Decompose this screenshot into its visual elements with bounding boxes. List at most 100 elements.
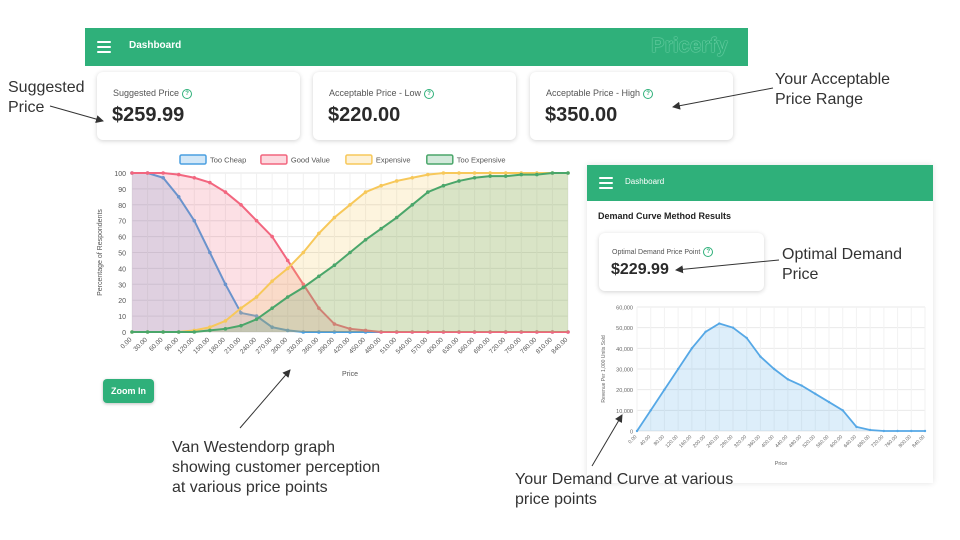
legend-swatch	[345, 154, 373, 165]
data-point	[896, 429, 899, 433]
y-axis-label: Percentage of Respondents	[97, 209, 104, 296]
y-tick-label: 50	[118, 251, 126, 258]
data-point	[130, 171, 134, 175]
data-point	[566, 171, 570, 175]
data-point	[145, 330, 150, 334]
data-point	[394, 215, 399, 220]
brand-logo: Pricerfy	[651, 35, 728, 57]
data-point	[254, 317, 259, 322]
data-point	[394, 330, 399, 334]
series-area	[132, 173, 568, 332]
data-point	[130, 330, 134, 334]
page-title: Dashboard	[129, 40, 182, 51]
help-icon[interactable]: ?	[182, 88, 193, 99]
arrow-suggested	[49, 105, 104, 123]
data-point	[239, 203, 243, 207]
data-point	[348, 330, 352, 334]
card-value: $259.99	[112, 104, 185, 126]
data-point	[394, 179, 399, 183]
annotation-optimal: Optimal Demand Price	[782, 246, 903, 283]
data-point	[301, 282, 306, 287]
data-point	[503, 174, 508, 178]
data-point	[239, 323, 243, 328]
data-point	[759, 355, 762, 358]
data-point	[441, 183, 446, 188]
y-tick-label: 10,000	[616, 409, 633, 415]
legend-swatch	[179, 154, 207, 165]
menu-icon[interactable]	[97, 41, 111, 53]
legend-label: Too Expensive	[457, 156, 506, 165]
help-icon[interactable]: ?	[424, 88, 435, 99]
data-point	[472, 171, 477, 175]
y-tick-label: 60	[118, 235, 126, 242]
y-tick-label: 30,000	[616, 368, 633, 374]
app-header: Dashboard Pricerfy	[85, 28, 748, 66]
arrow-van-westendorp	[239, 369, 291, 429]
annotation-van-westendorp: Van Westendorp graph showing customer pe…	[172, 439, 381, 496]
data-point	[488, 330, 492, 334]
demand-header-title: Dashboard	[625, 177, 665, 186]
data-point	[285, 295, 290, 299]
acceptable-low-card: Acceptable Price - Low? $220.00	[313, 72, 516, 140]
y-tick-label: 50,000	[616, 326, 633, 332]
data-point	[270, 306, 274, 310]
x-axis-label: Price	[342, 371, 358, 378]
data-point	[239, 306, 243, 310]
data-point	[441, 171, 446, 175]
data-point	[208, 328, 212, 333]
data-point	[426, 330, 430, 334]
data-point	[208, 250, 212, 255]
legend-label: Too Cheap	[210, 156, 246, 165]
help-icon[interactable]: ?	[643, 88, 654, 99]
legend-label: Good Value	[291, 156, 330, 165]
help-icon[interactable]: ?	[703, 247, 714, 257]
y-tick-label: 30	[118, 282, 126, 289]
y-tick-label: 10	[118, 314, 126, 321]
y-tick-label: 0	[630, 430, 633, 436]
y-tick-label: 70	[118, 219, 126, 226]
card-label: Suggested Price	[113, 88, 180, 98]
data-point	[472, 175, 477, 180]
data-point	[566, 330, 570, 334]
card-value: $350.00	[545, 104, 618, 126]
card-label: Optimal Demand Price Point	[612, 248, 701, 256]
menu-icon[interactable]	[599, 177, 613, 189]
arrow-range	[672, 87, 774, 110]
data-point	[635, 429, 639, 433]
data-point	[332, 330, 337, 334]
data-point	[223, 319, 228, 323]
data-point	[317, 231, 321, 236]
data-point	[690, 347, 694, 350]
data-point	[745, 336, 748, 340]
data-point	[332, 263, 337, 268]
data-point	[923, 429, 927, 433]
data-point	[786, 378, 790, 381]
data-point	[519, 330, 524, 334]
annotation-demand: Your Demand Curve at various price point…	[515, 471, 734, 508]
annotation-suggested: Suggested Price	[8, 79, 85, 116]
data-point	[676, 367, 680, 371]
data-point	[488, 171, 492, 175]
y-tick-label: 40	[118, 266, 126, 273]
series-area	[132, 173, 568, 332]
data-point	[457, 330, 461, 334]
data-point	[176, 330, 181, 334]
data-point	[488, 174, 492, 178]
zoom-in-button[interactable]: Zoom In	[103, 379, 154, 403]
data-point	[348, 250, 352, 255]
data-point	[270, 325, 274, 330]
data-point	[363, 328, 368, 333]
data-point	[285, 328, 290, 333]
data-point	[731, 326, 735, 329]
data-point	[379, 226, 383, 231]
data-point	[332, 322, 337, 326]
x-axis-label: Price	[775, 461, 788, 467]
demand-line	[636, 322, 925, 432]
data-point	[441, 330, 446, 334]
data-point	[254, 314, 259, 318]
data-point	[426, 172, 430, 177]
y-tick-label: 40,000	[616, 347, 633, 353]
data-point	[704, 330, 707, 333]
data-point	[550, 330, 555, 334]
